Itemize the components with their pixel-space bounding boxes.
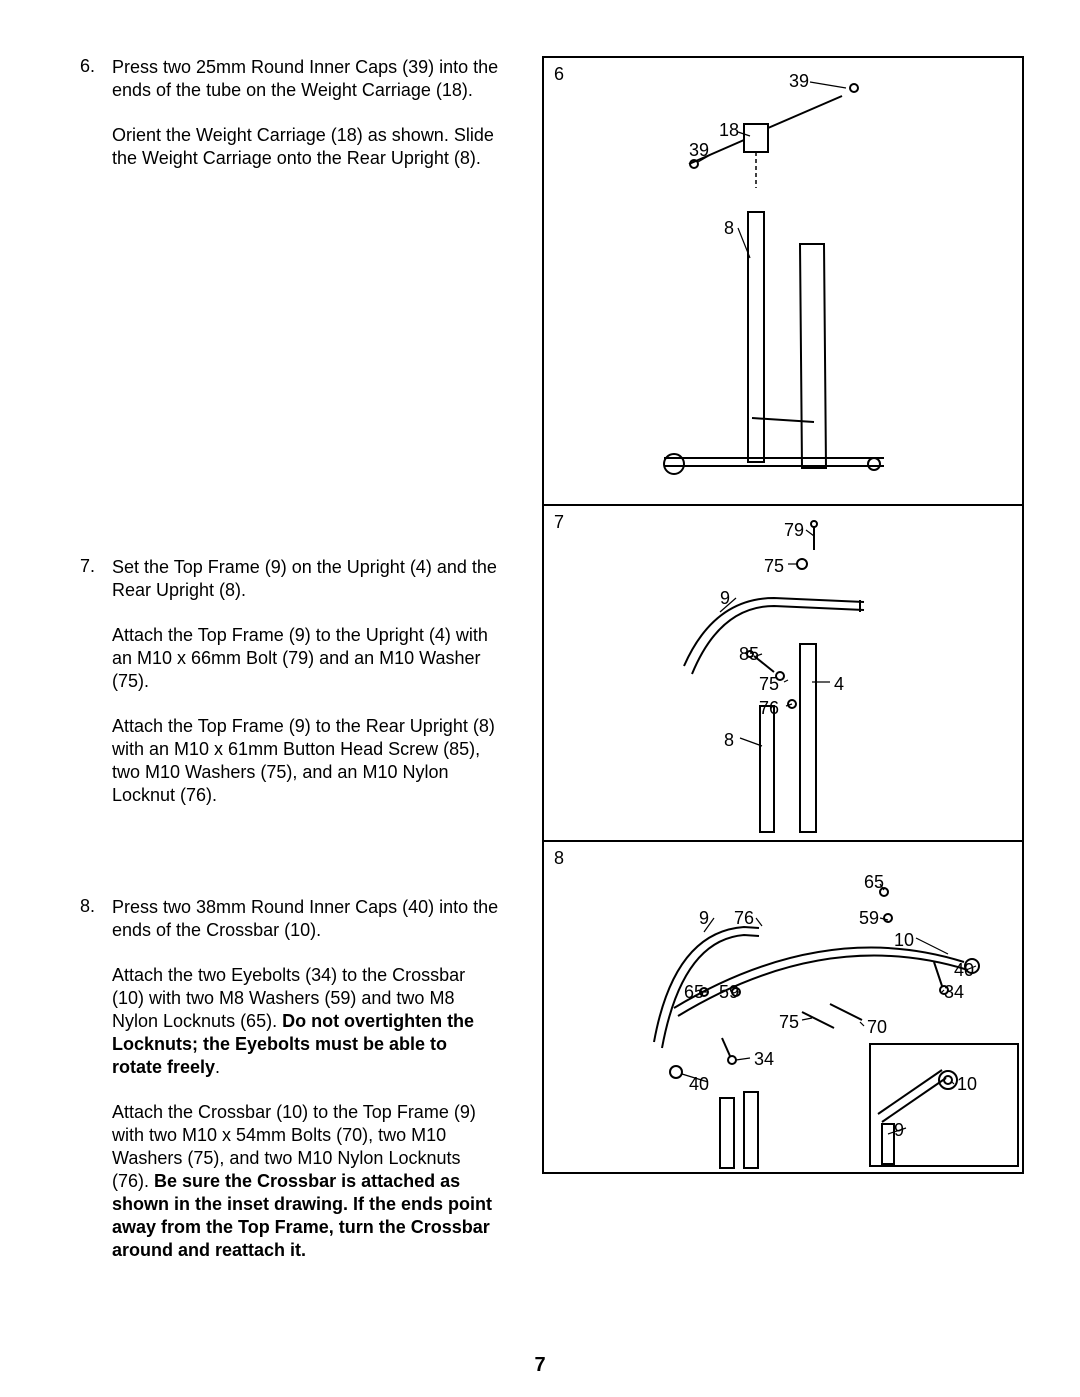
- page: 6.Press two 25mm Round Inner Caps (39) i…: [0, 0, 1080, 1397]
- step-paragraph: Orient the Weight Carriage (18) as shown…: [112, 124, 500, 170]
- callout-number: 8: [724, 218, 734, 239]
- figure-7: 7: [544, 506, 1022, 842]
- figure-8-diagram: [544, 842, 1022, 1172]
- callout-number: 4: [834, 674, 844, 695]
- step-paragraph: Attach the Top Frame (9) to the Upright …: [112, 624, 500, 693]
- callout-number: 75: [759, 674, 779, 695]
- callout-number: 65: [864, 872, 884, 893]
- step-paragraph: Attach the Crossbar (10) to the Top Fram…: [112, 1101, 500, 1262]
- callout-number: 75: [779, 1012, 799, 1033]
- figures-column: 6: [542, 56, 1024, 1174]
- callout-number: 79: [784, 520, 804, 541]
- callout-number: 18: [719, 120, 739, 141]
- figure-label: 6: [554, 64, 564, 85]
- page-number: 7: [0, 1354, 1080, 1377]
- callout-number: 70: [867, 1017, 887, 1038]
- instruction-step: 8.Press two 38mm Round Inner Caps (40) i…: [80, 896, 500, 1262]
- step-number: 7.: [80, 556, 112, 807]
- instruction-step: 7.Set the Top Frame (9) on the Upright (…: [80, 556, 500, 807]
- callout-number: 75: [764, 556, 784, 577]
- callout-number: 10: [957, 1074, 977, 1095]
- step-paragraph: Attach the two Eyebolts (34) to the Cros…: [112, 964, 500, 1079]
- callout-number: 9: [699, 908, 709, 929]
- step-paragraph: Attach the Top Frame (9) to the Rear Upr…: [112, 715, 500, 807]
- callout-number: 40: [689, 1074, 709, 1095]
- callout-number: 34: [944, 982, 964, 1003]
- step-number: 6.: [80, 56, 112, 170]
- callout-number: 59: [719, 982, 739, 1003]
- figure-label: 8: [554, 848, 564, 869]
- callout-number: 34: [754, 1049, 774, 1070]
- callout-number: 9: [720, 588, 730, 609]
- callout-number: 8: [724, 730, 734, 751]
- step-paragraph: Press two 25mm Round Inner Caps (39) int…: [112, 56, 500, 102]
- step-body: Press two 38mm Round Inner Caps (40) int…: [112, 896, 500, 1262]
- step-number: 8.: [80, 896, 112, 1262]
- figure-8: 8: [544, 842, 1022, 1172]
- callout-number: 59: [859, 908, 879, 929]
- callout-number: 40: [954, 960, 974, 981]
- callout-number: 76: [734, 908, 754, 929]
- callout-number: 39: [689, 140, 709, 161]
- step-paragraph: Set the Top Frame (9) on the Upright (4)…: [112, 556, 500, 602]
- figure-6-diagram: [544, 58, 1022, 506]
- callout-number: 85: [739, 644, 759, 665]
- step-body: Set the Top Frame (9) on the Upright (4)…: [112, 556, 500, 807]
- step-body: Press two 25mm Round Inner Caps (39) int…: [112, 56, 500, 170]
- callout-number: 39: [789, 71, 809, 92]
- callout-number: 10: [894, 930, 914, 951]
- callout-number: 9: [894, 1120, 904, 1141]
- instruction-step: 6.Press two 25mm Round Inner Caps (39) i…: [80, 56, 500, 170]
- callout-number: 65: [684, 982, 704, 1003]
- figure-label: 7: [554, 512, 564, 533]
- figure-6: 6: [544, 58, 1022, 506]
- step-paragraph: Press two 38mm Round Inner Caps (40) int…: [112, 896, 500, 942]
- callout-number: 76: [759, 698, 779, 719]
